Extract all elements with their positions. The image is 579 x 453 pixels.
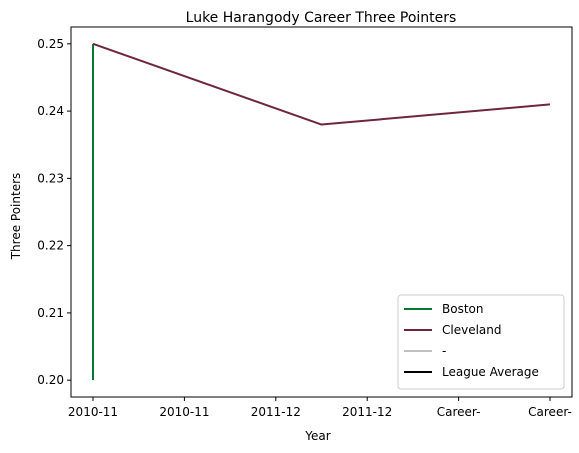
legend-box (397, 294, 565, 390)
x-tick-label: Career- (437, 405, 481, 419)
x-tick-label: 2011-12 (251, 405, 301, 419)
x-tick-label: 2010-11 (68, 405, 118, 419)
x-axis: 2010-11 2010-11 2011-12 2011-12 Career- Caree… (68, 397, 572, 419)
chart-title: Luke Harangody Career Three Pointers (186, 10, 457, 26)
series-layer (92, 42, 551, 381)
legend-entry-label: Boston (442, 302, 483, 316)
legend-entry-label: - (442, 344, 446, 358)
y-tick-label: 0.24 (37, 104, 64, 118)
series-line-cleveland (92, 42, 551, 126)
y-tick-label: 0.22 (37, 239, 64, 253)
x-tick-label: 2010-11 (159, 405, 209, 419)
y-tick-label: 0.25 (37, 37, 64, 51)
y-axis: 0.20 0.21 0.22 0.23 0.24 0.25 (37, 37, 71, 387)
y-tick-label: 0.20 (37, 373, 64, 387)
plot-frame (70, 26, 573, 398)
x-axis-label: Year (304, 429, 330, 443)
legend-entry-label: League Average (442, 365, 539, 379)
legend: Boston Cleveland - League Average (397, 294, 565, 390)
y-tick-label: 0.23 (37, 171, 64, 185)
x-tick-label: Career- (528, 405, 572, 419)
x-tick-label: 2011-12 (342, 405, 392, 419)
y-tick-label: 0.21 (37, 306, 64, 320)
y-axis-label: Three Pointers (9, 173, 23, 261)
legend-entry-label: Cleveland (442, 323, 502, 337)
